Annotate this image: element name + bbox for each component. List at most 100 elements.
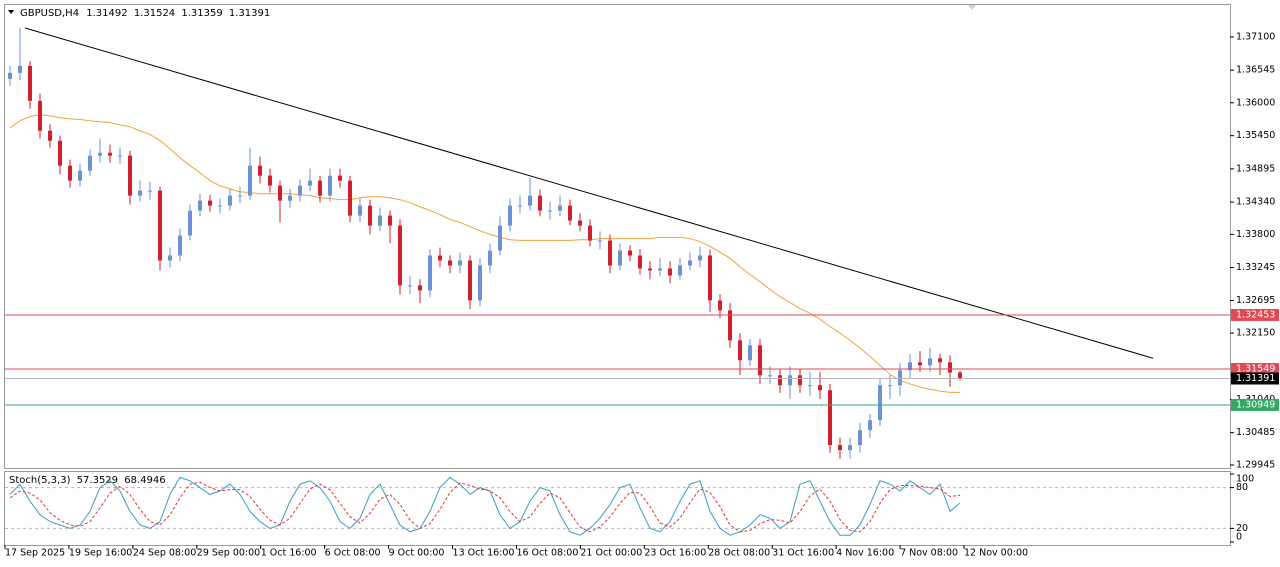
candle-body [748, 345, 752, 361]
y-tick-label: 1.29945 [1236, 460, 1275, 471]
candle-body [768, 375, 772, 377]
candle-body [538, 195, 542, 211]
x-tick-label: 21 Oct 00:00 [580, 548, 642, 559]
y-tick-label: 1.32150 [1236, 328, 1275, 339]
candle-body [638, 255, 642, 269]
candle-body [28, 65, 32, 101]
candle-body [498, 225, 502, 251]
x-tick-label: 9 Oct 00:00 [389, 548, 445, 559]
level-label: 1.32453 [1236, 309, 1275, 320]
candle-body [858, 430, 862, 446]
x-tick-label: 31 Oct 16:00 [772, 548, 834, 559]
candle-body [78, 170, 82, 181]
candle-body [148, 190, 152, 192]
y-tick-label: 1.30485 [1236, 427, 1275, 438]
candle-body [938, 358, 942, 363]
candle-body [518, 205, 522, 207]
candle-body [278, 185, 282, 201]
candle-body [688, 260, 692, 266]
symbol: GBPUSD,H4 [20, 8, 79, 19]
bid-box [1231, 372, 1279, 385]
candle-body [248, 165, 252, 196]
candle-body [198, 200, 202, 211]
candle-body [338, 175, 342, 181]
x-tick-label: 16 Oct 08:00 [516, 548, 578, 559]
symbol-menu[interactable] [8, 10, 14, 14]
x-tick-label: 23 Oct 16:00 [644, 548, 706, 559]
candle-body [558, 205, 562, 211]
y-tick-label: 1.34340 [1236, 197, 1275, 208]
scroll-marker[interactable] [968, 5, 976, 10]
candle-body [38, 100, 42, 131]
x-tick-label: 6 Oct 08:00 [325, 548, 381, 559]
candle-body [648, 268, 652, 271]
stoch-tick-label: 0 [1236, 532, 1242, 543]
candle-body [458, 260, 462, 266]
candle-body [948, 362, 952, 373]
stoch-pane [4, 471, 1231, 546]
stoch-header: Stoch(5,3,3) 57.3529 68.4946 [9, 475, 166, 486]
candle-body [158, 190, 162, 261]
y-tick-label: 1.35450 [1236, 130, 1275, 141]
candle-body [448, 260, 452, 266]
candle-body [298, 185, 302, 196]
candle-body [168, 255, 172, 261]
quote-low: 1.31359 [181, 8, 222, 19]
candle-body [348, 180, 352, 216]
candle-body [898, 370, 902, 386]
candle-body [718, 300, 722, 311]
level-box [1231, 308, 1279, 321]
candle-body [488, 250, 492, 266]
candle-body [188, 210, 192, 236]
candle-body [868, 420, 872, 431]
candle-body [428, 255, 432, 291]
candle-body [398, 225, 402, 286]
level-label: 1.31549 [1236, 364, 1275, 375]
y-tick-label: 1.34895 [1236, 163, 1275, 174]
x-tick-label: 4 Nov 16:00 [836, 548, 894, 559]
bid-label: 1.31391 [1236, 373, 1275, 384]
x-tick-label: 7 Nov 08:00 [900, 548, 958, 559]
trendline [24, 27, 1154, 359]
candle-body [58, 140, 62, 166]
candle-body [928, 358, 932, 366]
candle-body [728, 310, 732, 341]
candle-body [848, 445, 852, 451]
candle-body [708, 255, 712, 301]
candle-body [268, 175, 272, 186]
candle-body [618, 250, 622, 266]
x-tick-label: 12 Nov 00:00 [964, 548, 1028, 559]
candle-body [218, 205, 222, 207]
candle-body [628, 250, 632, 256]
quote-open: 1.31492 [86, 8, 127, 19]
candle-body [68, 165, 72, 181]
candle-body [318, 180, 322, 196]
stoch-tick-label: 100 [1236, 474, 1254, 485]
x-tick-label: 1 Oct 16:00 [261, 548, 317, 559]
level-box [1231, 398, 1279, 411]
x-tick-label: 29 Sep 00:00 [197, 548, 260, 559]
candle-body [888, 385, 892, 387]
y-tick-label: 1.37100 [1236, 31, 1275, 42]
candle-body [328, 175, 332, 196]
y-tick-label: 1.36545 [1236, 65, 1275, 76]
quote-high: 1.31524 [134, 8, 175, 19]
quote-close: 1.31391 [229, 8, 270, 19]
candle-body [598, 240, 602, 242]
y-tick-label: 1.33245 [1236, 262, 1275, 273]
candle-body [778, 375, 782, 386]
candle-body [368, 205, 372, 226]
candle-body [658, 268, 662, 271]
level-label: 1.30949 [1236, 399, 1275, 410]
candle-body [128, 155, 132, 196]
candle-body [48, 130, 52, 141]
y-tick-label: 1.36000 [1236, 97, 1275, 108]
candle-body [838, 445, 842, 451]
candle-body [288, 195, 292, 201]
stoch-title: Stoch(5,3,3) [9, 475, 71, 486]
candle-body [408, 285, 412, 287]
candle-body [908, 362, 912, 371]
stoch-main [9, 476, 961, 536]
candle-body [508, 205, 512, 226]
